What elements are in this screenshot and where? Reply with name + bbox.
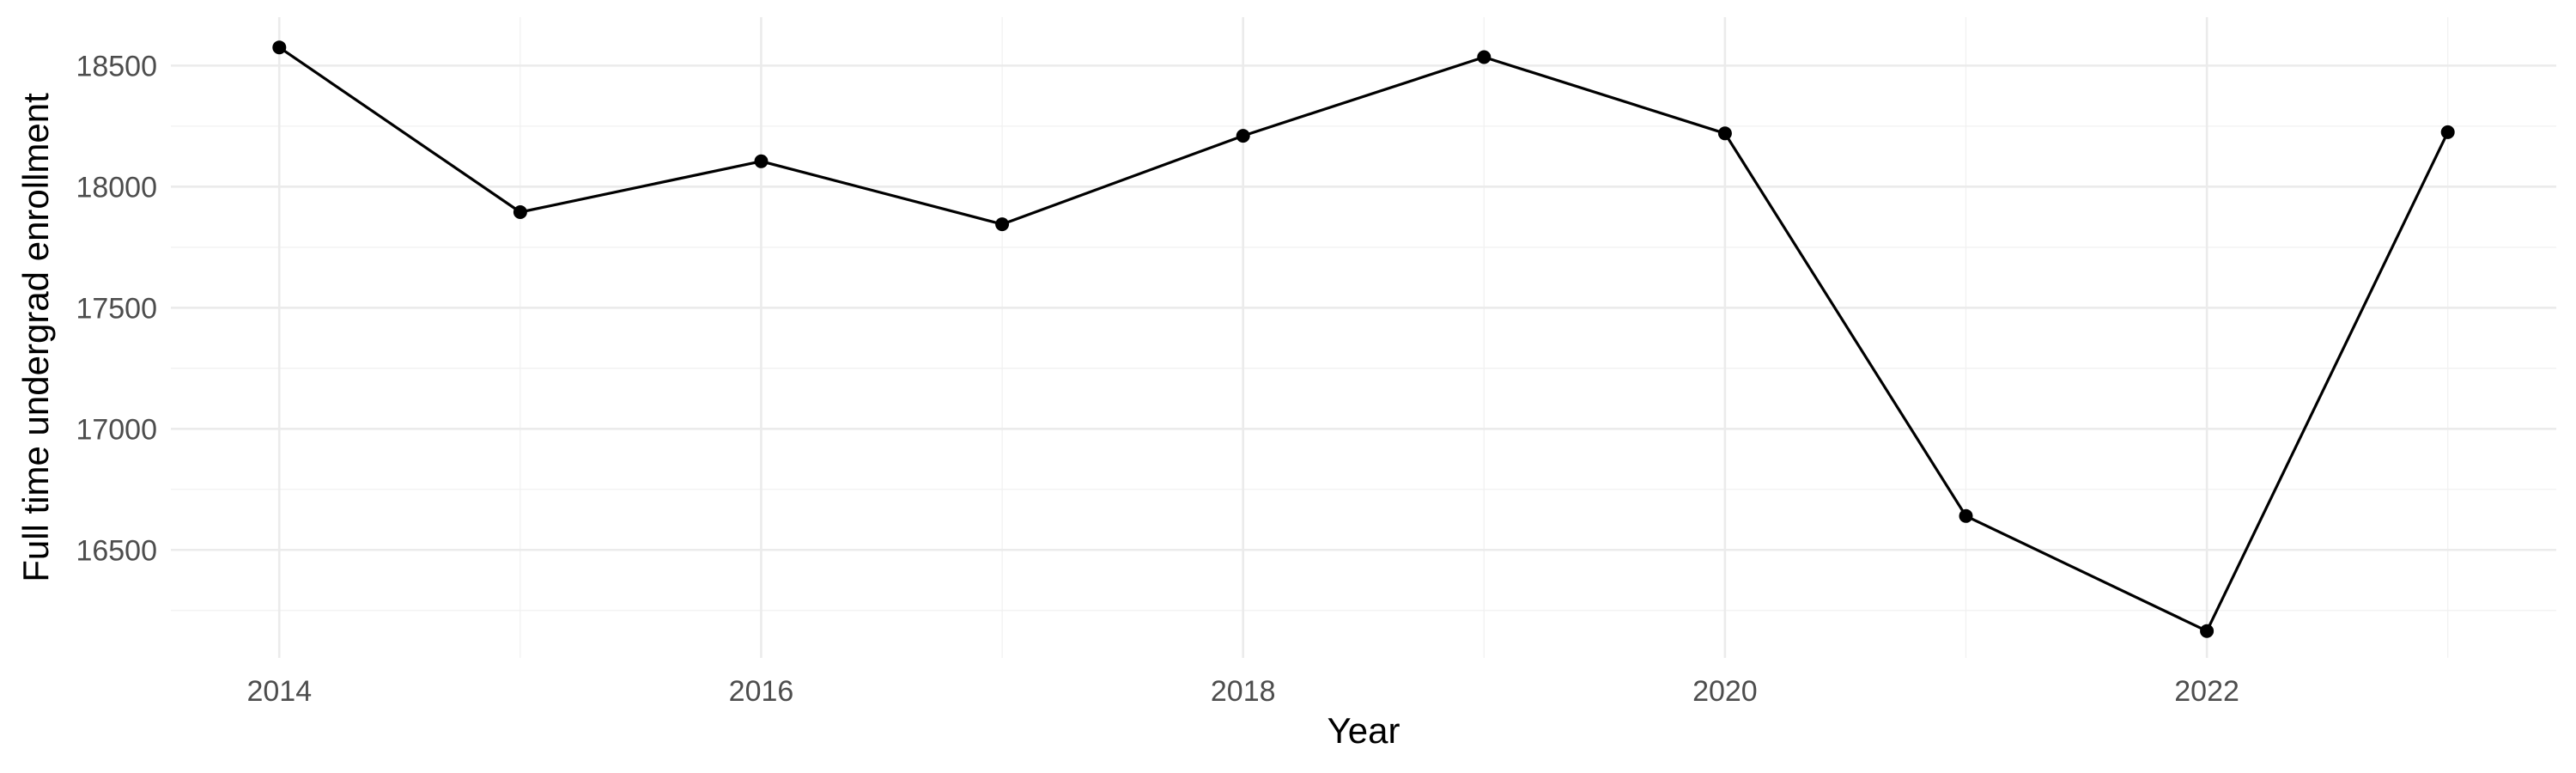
x-tick-label-2016: 2016	[729, 675, 794, 708]
data-point-2019	[1477, 50, 1492, 64]
data-point-2021	[1959, 508, 1973, 523]
gridlines-major	[171, 17, 2556, 658]
x-tick-label-2018: 2018	[1211, 675, 1276, 708]
y-tick-label-18000: 18000	[76, 171, 157, 204]
data-point-2022	[2200, 624, 2215, 638]
x-tick-label-2022: 2022	[2174, 675, 2239, 708]
data-point-2014	[272, 40, 287, 55]
x-axis-tick-labels: 2014 2016 2018 2020 2022	[246, 675, 2239, 708]
x-tick-label-2014: 2014	[246, 675, 312, 708]
y-tick-label-16500: 16500	[76, 534, 157, 567]
y-tick-label-17500: 17500	[76, 292, 157, 325]
data-point-2020	[1717, 126, 1732, 141]
y-tick-label-18500: 18500	[76, 50, 157, 82]
gridlines-minor	[171, 17, 2556, 658]
data-point-2018	[1236, 129, 1250, 143]
y-axis-tick-labels: 18500 18000 17500 17000 16500	[76, 50, 157, 567]
data-point-2017	[995, 217, 1010, 232]
data-series-layer	[272, 40, 2455, 638]
data-point-2016	[754, 154, 769, 168]
data-point-2015	[513, 205, 527, 219]
data-line	[278, 46, 2450, 633]
data-point-2023	[2440, 125, 2455, 139]
y-tick-label-17000: 17000	[76, 413, 157, 446]
y-axis-title: Full time undergrad enrollment	[15, 93, 56, 582]
x-tick-label-2020: 2020	[1692, 675, 1758, 708]
x-axis-title: Year	[1327, 710, 1400, 751]
